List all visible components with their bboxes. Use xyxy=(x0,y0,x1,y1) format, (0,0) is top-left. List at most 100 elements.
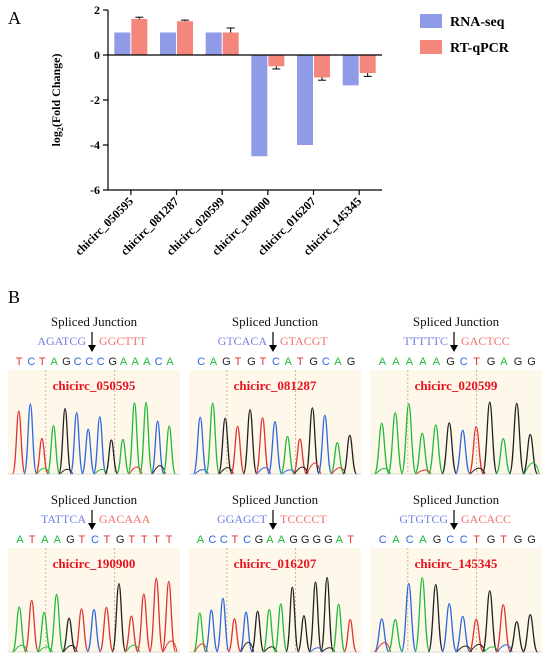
chromatogram-peak xyxy=(400,583,417,653)
chromatogram-peak xyxy=(262,608,277,653)
chromatogram-peak xyxy=(481,401,498,475)
chromatogram-peak xyxy=(11,606,27,653)
chromatogram-peak xyxy=(98,606,114,653)
chromatogram-peak xyxy=(204,609,219,653)
chromatogram-minor-peak xyxy=(469,467,486,475)
bar-rt-qpcr xyxy=(314,55,330,78)
chromatogram-minor-peak xyxy=(321,647,336,653)
junction-panel: Spliced Junction TATTCA GACAAA A T A A G T C T G T T T… xyxy=(8,492,180,653)
junction-panel: Spliced Junction AGATCG GGCTTT T C T A G C C C G A A A… xyxy=(8,314,180,475)
chromatogram-peak xyxy=(11,410,26,475)
chromatogram-peak xyxy=(285,586,300,653)
chromatogram-minor-peak xyxy=(523,462,540,475)
upstream-sequence: GTCACA xyxy=(218,334,268,348)
bar-rt-qpcr xyxy=(222,32,239,55)
chromatogram-peak xyxy=(296,615,311,653)
bar-chart: log2(Fold Change) 20-2-4-6chicirc_050595… xyxy=(49,3,382,258)
chromatogram-peak xyxy=(215,597,230,653)
chromatogram-minor-peak xyxy=(194,469,209,475)
chromatogram-peak xyxy=(34,437,49,475)
sample-name: chicirc_081287 xyxy=(234,378,317,393)
chromatogram-peak xyxy=(192,416,208,475)
chromatogram-peak xyxy=(329,441,345,475)
chromatogram-peak xyxy=(81,428,96,475)
chromatogram-peak xyxy=(69,411,84,475)
chromatogram-peak xyxy=(343,618,358,653)
junction-panel: Spliced Junction GGAGCT TCCCCT A C C T C G A A G G G G… xyxy=(189,492,361,653)
chromatogram-peak xyxy=(36,611,52,653)
junction-arrowhead xyxy=(269,345,277,352)
chromatogram-peak xyxy=(320,576,335,653)
chromatogram-peak xyxy=(481,590,498,653)
chromatogram-peak xyxy=(273,603,288,653)
chromatogram-minor-peak xyxy=(469,643,486,653)
chromatogram-peak xyxy=(115,438,130,475)
bar-rna-seq xyxy=(342,55,359,86)
bar-rt-qpcr xyxy=(268,55,285,67)
chromatogram-peak xyxy=(304,407,320,475)
downstream-sequence: GACACC xyxy=(461,512,511,526)
bar-rt-qpcr xyxy=(131,19,148,55)
chromatogram-peak xyxy=(468,425,485,475)
bar-rna-seq xyxy=(205,32,222,55)
chromatogram-background xyxy=(189,548,361,652)
downstream-sequence: GACAAA xyxy=(99,512,151,526)
junction-panels: Spliced Junction AGATCG GGCTTT T C T A G C C C G A A A… xyxy=(8,314,542,653)
chromatogram-peak xyxy=(123,615,139,653)
chromatogram-background xyxy=(8,548,180,652)
junction-title: Spliced Junction xyxy=(51,314,138,329)
junction-panel: Spliced Junction TTTTTC GACTCC A A A A A G C T G A G G… xyxy=(370,314,542,475)
chromatogram-peak xyxy=(148,577,164,653)
y-tick-label: 0 xyxy=(94,48,100,62)
chromatogram-peak xyxy=(400,403,417,475)
sample-name: chicirc_050595 xyxy=(53,378,136,393)
chromatogram-peak xyxy=(414,577,431,653)
junction-arrowhead xyxy=(450,345,458,352)
chromatogram-peak xyxy=(414,432,431,475)
chromatogram-peak xyxy=(441,603,458,653)
chromatogram-peak xyxy=(162,425,177,475)
chromatogram-peak xyxy=(279,435,295,475)
chromatogram-minor-peak xyxy=(375,467,392,475)
junction-panel: Spliced Junction GTGTCG GACACC C A C A G C C T G T G G… xyxy=(370,492,542,653)
junction-title: Spliced Junction xyxy=(413,314,500,329)
y-tick-label: 2 xyxy=(94,3,100,17)
chromatogram-peak xyxy=(127,402,142,475)
chromatogram-peak xyxy=(308,581,323,653)
bar-rt-qpcr xyxy=(359,55,376,73)
chromatogram-peak xyxy=(495,437,512,475)
chromatogram-peak xyxy=(508,621,525,653)
bar-rna-seq xyxy=(114,32,131,55)
chromatogram-peak xyxy=(205,402,221,475)
upstream-sequence: TTTTTC xyxy=(403,334,448,348)
y-tick-label: -2 xyxy=(90,93,100,107)
chromatogram-peak xyxy=(230,425,246,475)
junction-arrowhead xyxy=(269,523,277,530)
sample-name: chicirc_190900 xyxy=(53,556,136,571)
bar-rna-seq xyxy=(297,55,313,145)
chromatogram-peak xyxy=(227,618,242,653)
junction-title: Spliced Junction xyxy=(51,492,138,507)
chromatogram-minor-peak xyxy=(59,468,74,475)
legend-swatch-rna-seq xyxy=(420,14,442,28)
chromatogram-peak xyxy=(317,414,333,475)
chromatogram-peak xyxy=(111,583,127,653)
chromatogram-peak xyxy=(24,599,40,653)
downstream-sequence: TCCCCT xyxy=(280,512,327,526)
junction-arrowhead xyxy=(88,345,96,352)
chromatogram-peak xyxy=(522,614,539,653)
chromatogram-peak xyxy=(139,401,154,475)
chromatogram-minor-peak xyxy=(94,468,108,475)
legend-label-rt-qpcr: RT-qPCR xyxy=(450,41,510,56)
downstream-sequence: GACTCC xyxy=(461,334,510,348)
junction-title: Spliced Junction xyxy=(413,492,500,507)
junction-panel: Spliced Junction GTCACA GTACGT C A G T G T C A T G C A… xyxy=(189,314,361,475)
downstream-sequence: GGCTTT xyxy=(99,334,147,348)
y-axis-label: log2(Fold Change) xyxy=(49,53,65,146)
chromatogram-background xyxy=(8,370,180,474)
